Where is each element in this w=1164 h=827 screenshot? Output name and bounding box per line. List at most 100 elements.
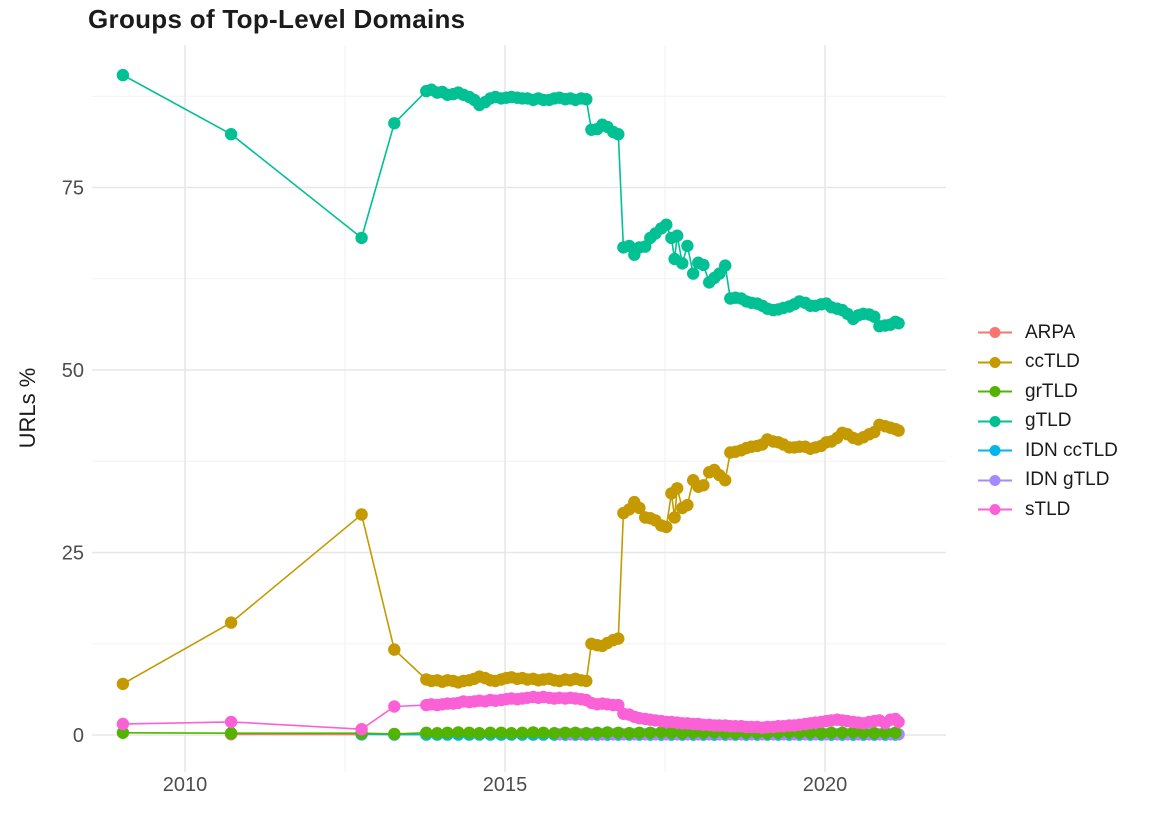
data-point <box>559 726 572 739</box>
data-point <box>224 128 238 141</box>
legend-item-IDN-gTLD: IDN gTLD <box>978 466 1118 496</box>
legend-key-dot <box>989 415 1001 427</box>
legend-key-dot <box>989 445 1001 457</box>
data-point <box>892 317 905 330</box>
y-tick-label: 25 <box>62 543 84 565</box>
data-point <box>224 616 238 629</box>
data-point <box>879 726 892 739</box>
data-point <box>355 508 368 521</box>
legend-key-icon <box>978 474 1012 486</box>
data-point <box>889 726 902 739</box>
legend-label: IDN ccTLD <box>1025 439 1118 461</box>
data-point <box>601 726 614 739</box>
data-point <box>612 128 625 141</box>
x-tick-label: 2010 <box>163 774 208 796</box>
legend-key-dot <box>989 504 1001 516</box>
data-point <box>687 267 700 280</box>
data-point <box>676 257 689 270</box>
data-point <box>452 726 465 739</box>
data-point <box>847 726 860 739</box>
data-point <box>116 726 130 739</box>
data-point <box>671 482 684 495</box>
data-point <box>580 727 593 740</box>
data-point <box>676 727 689 740</box>
y-tick-label: 50 <box>62 360 84 382</box>
data-point <box>668 511 681 524</box>
data-point <box>116 68 130 82</box>
data-point <box>580 93 593 106</box>
data-point <box>224 715 238 729</box>
y-tick-label: 0 <box>73 725 84 747</box>
data-point <box>719 474 732 487</box>
legend-item-IDN-ccTLD: IDN ccTLD <box>978 436 1118 466</box>
data-point <box>527 726 540 739</box>
data-point <box>836 726 849 739</box>
data-point <box>825 726 838 739</box>
series-ccTLD <box>116 418 905 691</box>
data-point <box>495 726 508 739</box>
data-point <box>355 231 368 245</box>
data-point <box>681 498 694 512</box>
data-point <box>655 726 668 739</box>
x-tick-label: 2015 <box>483 774 528 796</box>
y-tick-label: 75 <box>62 178 84 200</box>
legend-label: ARPA <box>1025 321 1076 343</box>
legend-key-dot <box>989 474 1001 486</box>
data-point <box>388 643 401 656</box>
data-point <box>420 726 433 739</box>
data-point <box>431 727 444 740</box>
data-point <box>671 229 684 242</box>
legend-key-dot <box>989 386 1001 398</box>
data-point <box>224 727 238 740</box>
data-point <box>569 726 582 739</box>
data-point <box>116 717 130 731</box>
data-point <box>441 726 454 739</box>
data-point <box>388 700 401 713</box>
legend-key-icon <box>978 356 1012 368</box>
data-point <box>665 726 678 739</box>
legend-key-icon <box>978 504 1012 516</box>
data-point <box>623 727 636 740</box>
data-point <box>473 727 486 740</box>
legend-key-icon <box>978 386 1012 398</box>
data-point <box>116 677 130 691</box>
data-point <box>633 501 646 515</box>
legend-item-sTLD: sTLD <box>978 495 1118 525</box>
data-point <box>719 259 732 272</box>
legend-label: grTLD <box>1025 380 1078 402</box>
data-point <box>660 520 673 534</box>
legend-key-icon <box>978 445 1012 457</box>
data-point <box>892 715 905 729</box>
data-point <box>633 726 646 739</box>
chart-title: Groups of Top-Level Domains <box>88 4 466 34</box>
legend-label: sTLD <box>1025 498 1071 520</box>
legend-key-icon <box>978 327 1012 339</box>
legend-key-dot <box>989 327 1001 339</box>
legend: ARPA ccTLD grTLD gTLD IDN ccTLD IDN gTLD sTLD <box>978 318 1118 525</box>
data-point <box>681 239 694 253</box>
legend-label: IDN gTLD <box>1025 469 1110 491</box>
data-point <box>388 117 401 130</box>
legend-key-dot <box>989 356 1001 368</box>
data-point <box>868 310 881 323</box>
data-point <box>644 726 657 739</box>
y-axis-title: URLs % <box>15 367 40 449</box>
series-gTLD <box>116 68 905 333</box>
data-point <box>697 258 710 272</box>
data-point <box>857 726 870 739</box>
data-point <box>388 727 401 741</box>
data-point <box>697 479 710 492</box>
series-sTLD <box>116 690 905 736</box>
data-point <box>484 726 497 739</box>
data-point <box>868 727 881 740</box>
data-point <box>612 632 625 645</box>
data-point <box>815 727 828 740</box>
data-point <box>537 726 550 739</box>
legend-item-gTLD: gTLD <box>978 407 1118 437</box>
data-point <box>516 726 529 739</box>
data-point <box>892 424 905 437</box>
data-point <box>660 218 673 231</box>
data-point <box>591 726 604 739</box>
